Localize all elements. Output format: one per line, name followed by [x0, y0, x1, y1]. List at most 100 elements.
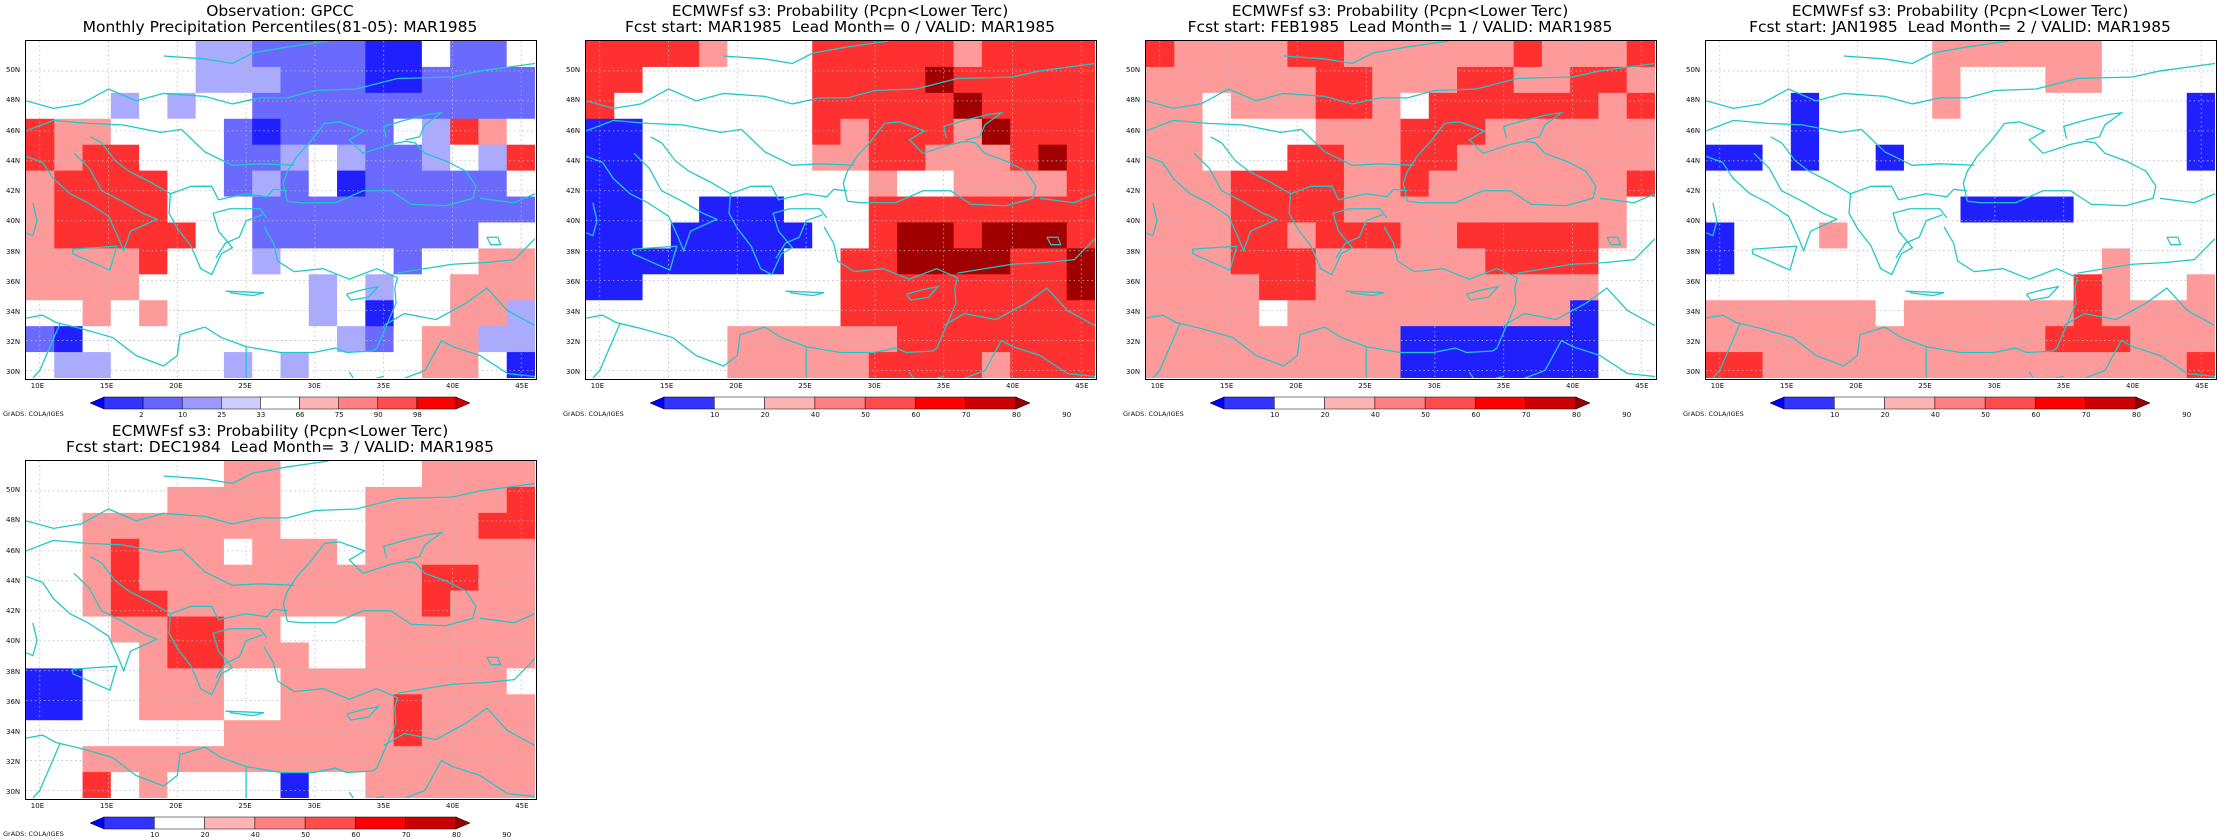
grid-cell: [897, 144, 926, 172]
grid-cell: [1626, 66, 1655, 94]
grid-cell: [110, 92, 140, 120]
grid-cell: [2130, 118, 2160, 146]
grid-cell: [1988, 92, 2018, 120]
grid-cell: [812, 274, 842, 301]
grid-cell: [139, 512, 168, 540]
grid-cell: [1174, 222, 1204, 249]
grid-cell: [1513, 144, 1543, 172]
grid-cell: [308, 694, 338, 721]
grid-cell: [1903, 248, 1933, 275]
grid-cell: [450, 222, 480, 249]
grid-cell: [1343, 222, 1373, 249]
grid-cell: [2101, 248, 2131, 275]
coastline: [72, 245, 118, 272]
grid-cell: [393, 274, 423, 301]
grid-cell: [586, 300, 615, 327]
grid-cell: [2101, 222, 2131, 249]
colorbar-tick-label: 20: [1880, 411, 1890, 419]
grid-cell: [252, 538, 282, 566]
grid-cell: [110, 248, 140, 275]
panel-title: Observation: GPCC: [206, 2, 354, 20]
grid-cell: [614, 66, 644, 94]
grid-cell: [393, 642, 423, 669]
grid-cell: [1457, 326, 1486, 353]
grid-cell: [1706, 196, 1735, 224]
grid-cell: [614, 248, 644, 275]
coastline: [282, 541, 477, 627]
grid-cell: [981, 196, 1011, 224]
grid-cell: [868, 196, 898, 224]
grid-cell: [1315, 352, 1345, 378]
latitude-tick-label: 46N: [1686, 126, 1701, 135]
latitude-tick-label: 42N: [566, 187, 581, 196]
colorbar-swatch: [204, 816, 256, 830]
grid-cell: [337, 668, 366, 695]
grid-cell: [1598, 326, 1628, 353]
grid-cell: [450, 564, 480, 592]
grid-cell: [1875, 92, 1905, 120]
grid-cell: [393, 222, 423, 249]
grid-cell: [1202, 92, 1232, 120]
colorbar-swatch: [1575, 396, 1590, 410]
grid-cell: [195, 196, 225, 224]
grid-cell: [840, 92, 870, 120]
grid-cell: [1400, 352, 1430, 378]
grid-cell: [1847, 222, 1877, 249]
grid-cell: [1315, 118, 1345, 146]
grid-cell: [252, 772, 282, 798]
grid-cell: [110, 694, 140, 721]
grid-cell: [167, 772, 197, 798]
colorbar-swatch: [1424, 396, 1476, 410]
grid-cell: [252, 118, 282, 146]
grid-cell: [1875, 196, 1905, 224]
colorbar-tick-label: 20: [1320, 411, 1330, 419]
grid-cell: [421, 668, 451, 695]
grid-cell: [1485, 222, 1515, 249]
grid-cell: [1485, 41, 1515, 68]
coastline: [1383, 226, 1519, 352]
grid-cell: [2186, 118, 2215, 146]
grid-cell: [1010, 326, 1040, 353]
grid-cell: [1790, 144, 1820, 172]
grid-cell: [2017, 92, 2046, 120]
colorbar-tick-label: 60: [911, 411, 921, 419]
grid-cell: [450, 274, 480, 301]
grid-cell: [1428, 300, 1458, 327]
grid-cell: [2073, 196, 2103, 224]
grid-cell: [1598, 352, 1628, 378]
grid-cell: [223, 352, 253, 378]
grid-cell: [26, 326, 55, 353]
grid-cell: [337, 461, 366, 488]
grid-cell: [1259, 144, 1288, 172]
grid-cell: [1259, 41, 1288, 68]
grid-cell: [1932, 144, 1962, 172]
coastline: [225, 710, 265, 717]
grid-cell: [1457, 144, 1486, 172]
grid-cell: [195, 772, 225, 798]
grid-cell: [642, 144, 672, 172]
grid-cell: [614, 118, 644, 146]
grid-cell: [223, 668, 253, 695]
colorbar-tick-label: 80: [1012, 411, 1021, 419]
grid-cell: [82, 41, 112, 68]
grid-cell: [1819, 248, 1848, 275]
colorbar-swatch: [1475, 396, 1526, 410]
grid-cell: [1734, 326, 1764, 353]
coastline: [1850, 185, 1968, 201]
grid-cell: [2130, 248, 2160, 275]
coastline: [376, 339, 535, 378]
grid-cell: [1372, 170, 1402, 198]
colorbar-tick-label: 80: [452, 831, 461, 839]
grid-cell: [1960, 352, 1990, 378]
grid-cell: [1372, 92, 1402, 120]
grid-cell: [167, 144, 197, 172]
grid-cell: [393, 196, 423, 224]
coastline: [1468, 371, 1504, 378]
latitude-tick-label: 50N: [6, 66, 21, 75]
coastline: [479, 193, 535, 204]
latitude-tick-label: 36N: [1126, 277, 1141, 286]
grid-cell: [1400, 170, 1430, 198]
grid-cell: [1790, 41, 1820, 68]
grid-cell: [614, 352, 644, 378]
grid-cell: [755, 196, 785, 224]
